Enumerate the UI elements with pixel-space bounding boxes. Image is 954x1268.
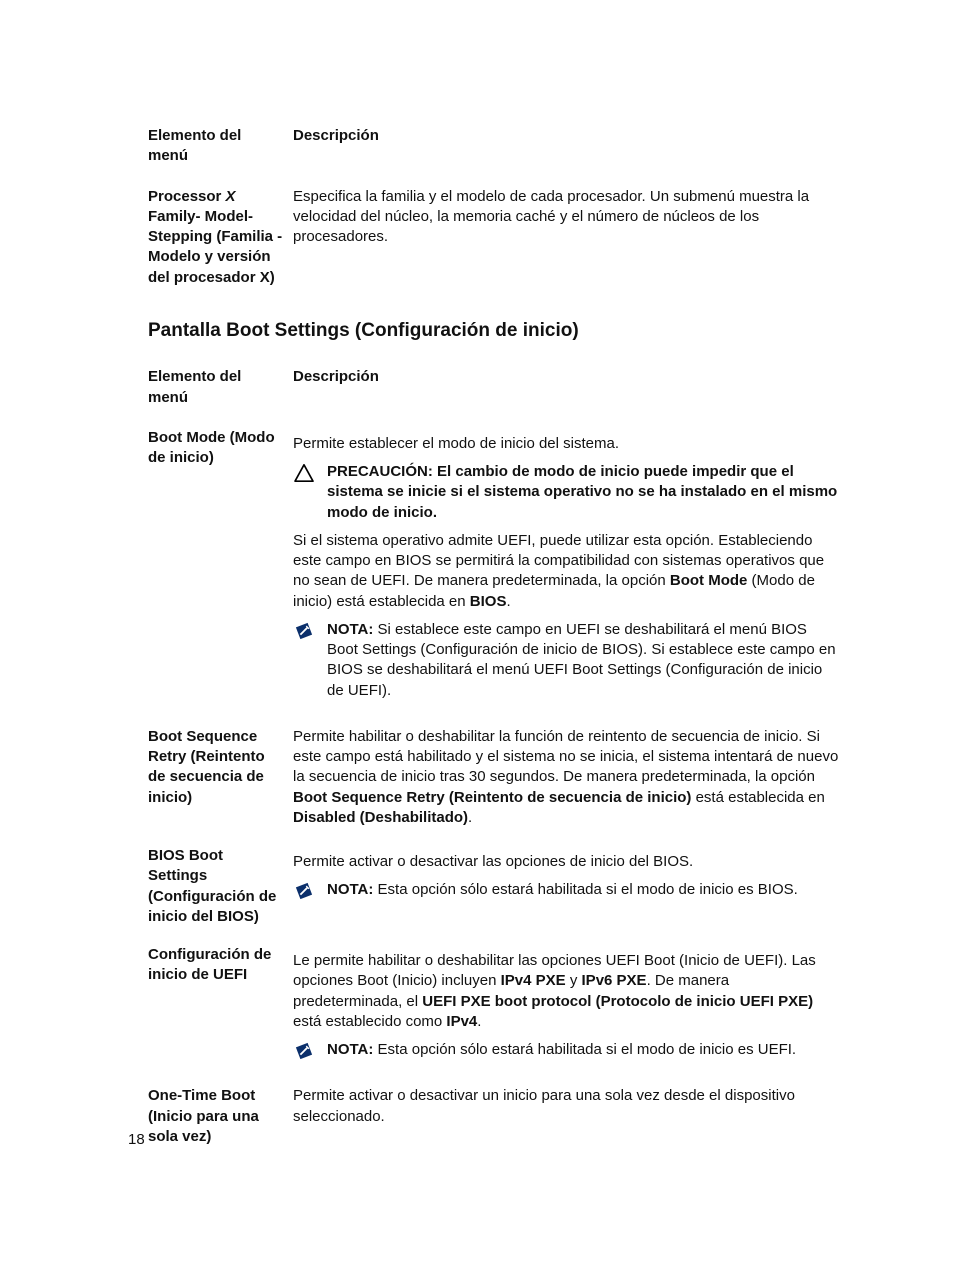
seg: está establecido como bbox=[293, 1013, 446, 1030]
seg: BIOS bbox=[470, 593, 507, 610]
note-lead: NOTA: bbox=[327, 1041, 378, 1058]
label-pre: Processor bbox=[148, 188, 226, 205]
page-number: 18 bbox=[128, 1130, 145, 1150]
header-desc: Descripción bbox=[293, 120, 839, 181]
seg: IPv6 PXE bbox=[582, 972, 647, 989]
row-label: Boot Mode (Modo de inicio) bbox=[148, 422, 293, 721]
table-row: Configuración de inicio de UEFI Le permi… bbox=[148, 939, 839, 1080]
seg: IPv4 bbox=[446, 1013, 477, 1030]
header-label: Elemento del menú bbox=[148, 120, 293, 181]
boot-settings-table: Elemento del menú Descripción Boot Mode … bbox=[148, 361, 839, 1159]
body-paragraph: Si el sistema operativo admite UEFI, pue… bbox=[293, 531, 839, 612]
note-body: Esta opción sólo estará habilitada si el… bbox=[378, 881, 798, 898]
note-lead: NOTA: bbox=[327, 621, 378, 638]
row-desc: Especifica la familia y el modelo de cad… bbox=[293, 181, 839, 300]
seg: . bbox=[477, 1013, 481, 1030]
note-admonition: NOTA: Esta opción sólo estará habilitada… bbox=[293, 880, 839, 900]
body-paragraph: Le permite habilitar o deshabilitar las … bbox=[293, 951, 839, 1032]
intro-text: Permite establecer el modo de inicio del… bbox=[293, 434, 839, 454]
page: Elemento del menú Descripción Processor … bbox=[0, 0, 954, 1268]
warning-icon bbox=[293, 462, 315, 482]
note-text: NOTA: Si establece este campo en UEFI se… bbox=[327, 620, 839, 701]
row-label: Processor X Family- Model-Stepping (Fami… bbox=[148, 181, 293, 300]
note-text: NOTA: Esta opción sólo estará habilitada… bbox=[327, 1040, 839, 1060]
table-header-row: Elemento del menú Descripción bbox=[148, 120, 839, 181]
label-post: Family- Model-Stepping (Familia - Modelo… bbox=[148, 208, 282, 286]
caution-lead: PRECAUCIÓN: bbox=[327, 463, 437, 480]
seg: . bbox=[506, 593, 510, 610]
note-body: Esta opción sólo estará habilitada si el… bbox=[378, 1041, 797, 1058]
seg: Boot Sequence Retry (Reintento de secuen… bbox=[293, 789, 691, 806]
note-admonition: NOTA: Si establece este campo en UEFI se… bbox=[293, 620, 839, 701]
intro-text: Permite activar o desactivar las opcione… bbox=[293, 852, 839, 872]
row-desc: Permite establecer el modo de inicio del… bbox=[293, 422, 839, 721]
row-desc: Permite activar o desactivar las opcione… bbox=[293, 840, 839, 939]
seg: UEFI PXE boot protocol (Protocolo de ini… bbox=[422, 993, 813, 1010]
row-label: Configuración de inicio de UEFI bbox=[148, 939, 293, 1080]
note-icon bbox=[293, 620, 315, 640]
seg: Disabled (Deshabilitado) bbox=[293, 809, 468, 826]
note-body: Si establece este campo en UEFI se desha… bbox=[327, 621, 836, 699]
note-admonition: NOTA: Esta opción sólo estará habilitada… bbox=[293, 1040, 839, 1060]
seg: y bbox=[566, 972, 582, 989]
header-desc: Descripción bbox=[293, 361, 839, 422]
row-desc: Permite activar o desactivar un inicio p… bbox=[293, 1080, 839, 1159]
note-lead: NOTA: bbox=[327, 881, 378, 898]
seg: . bbox=[468, 809, 472, 826]
label-x: X bbox=[226, 188, 236, 205]
note-icon bbox=[293, 1040, 315, 1060]
row-label: One-Time Boot (Inicio para una sola vez) bbox=[148, 1080, 293, 1159]
row-label: Boot Sequence Retry (Reintento de secuen… bbox=[148, 721, 293, 840]
table-header-row: Elemento del menú Descripción bbox=[148, 361, 839, 422]
table-row: Boot Sequence Retry (Reintento de secuen… bbox=[148, 721, 839, 840]
note-text: NOTA: Esta opción sólo estará habilitada… bbox=[327, 880, 839, 900]
row-label: BIOS Boot Settings (Configuración de ini… bbox=[148, 840, 293, 939]
seg: Permite habilitar o deshabilitar la func… bbox=[293, 728, 838, 786]
processor-table: Elemento del menú Descripción Processor … bbox=[148, 120, 839, 300]
seg: Boot Mode bbox=[670, 572, 747, 589]
header-label: Elemento del menú bbox=[148, 361, 293, 422]
caution-admonition: PRECAUCIÓN: El cambio de modo de inicio … bbox=[293, 462, 839, 523]
row-desc: Le permite habilitar o deshabilitar las … bbox=[293, 939, 839, 1080]
table-row: Boot Mode (Modo de inicio) Permite estab… bbox=[148, 422, 839, 721]
section-title: Pantalla Boot Settings (Configuración de… bbox=[148, 318, 839, 344]
table-row: BIOS Boot Settings (Configuración de ini… bbox=[148, 840, 839, 939]
table-row: Processor X Family- Model-Stepping (Fami… bbox=[148, 181, 839, 300]
seg: IPv4 PXE bbox=[501, 972, 566, 989]
caution-text: PRECAUCIÓN: El cambio de modo de inicio … bbox=[327, 462, 839, 523]
note-icon bbox=[293, 880, 315, 900]
row-desc: Permite habilitar o deshabilitar la func… bbox=[293, 721, 839, 840]
table-row: One-Time Boot (Inicio para una sola vez)… bbox=[148, 1080, 839, 1159]
seg: está establecida en bbox=[691, 789, 824, 806]
